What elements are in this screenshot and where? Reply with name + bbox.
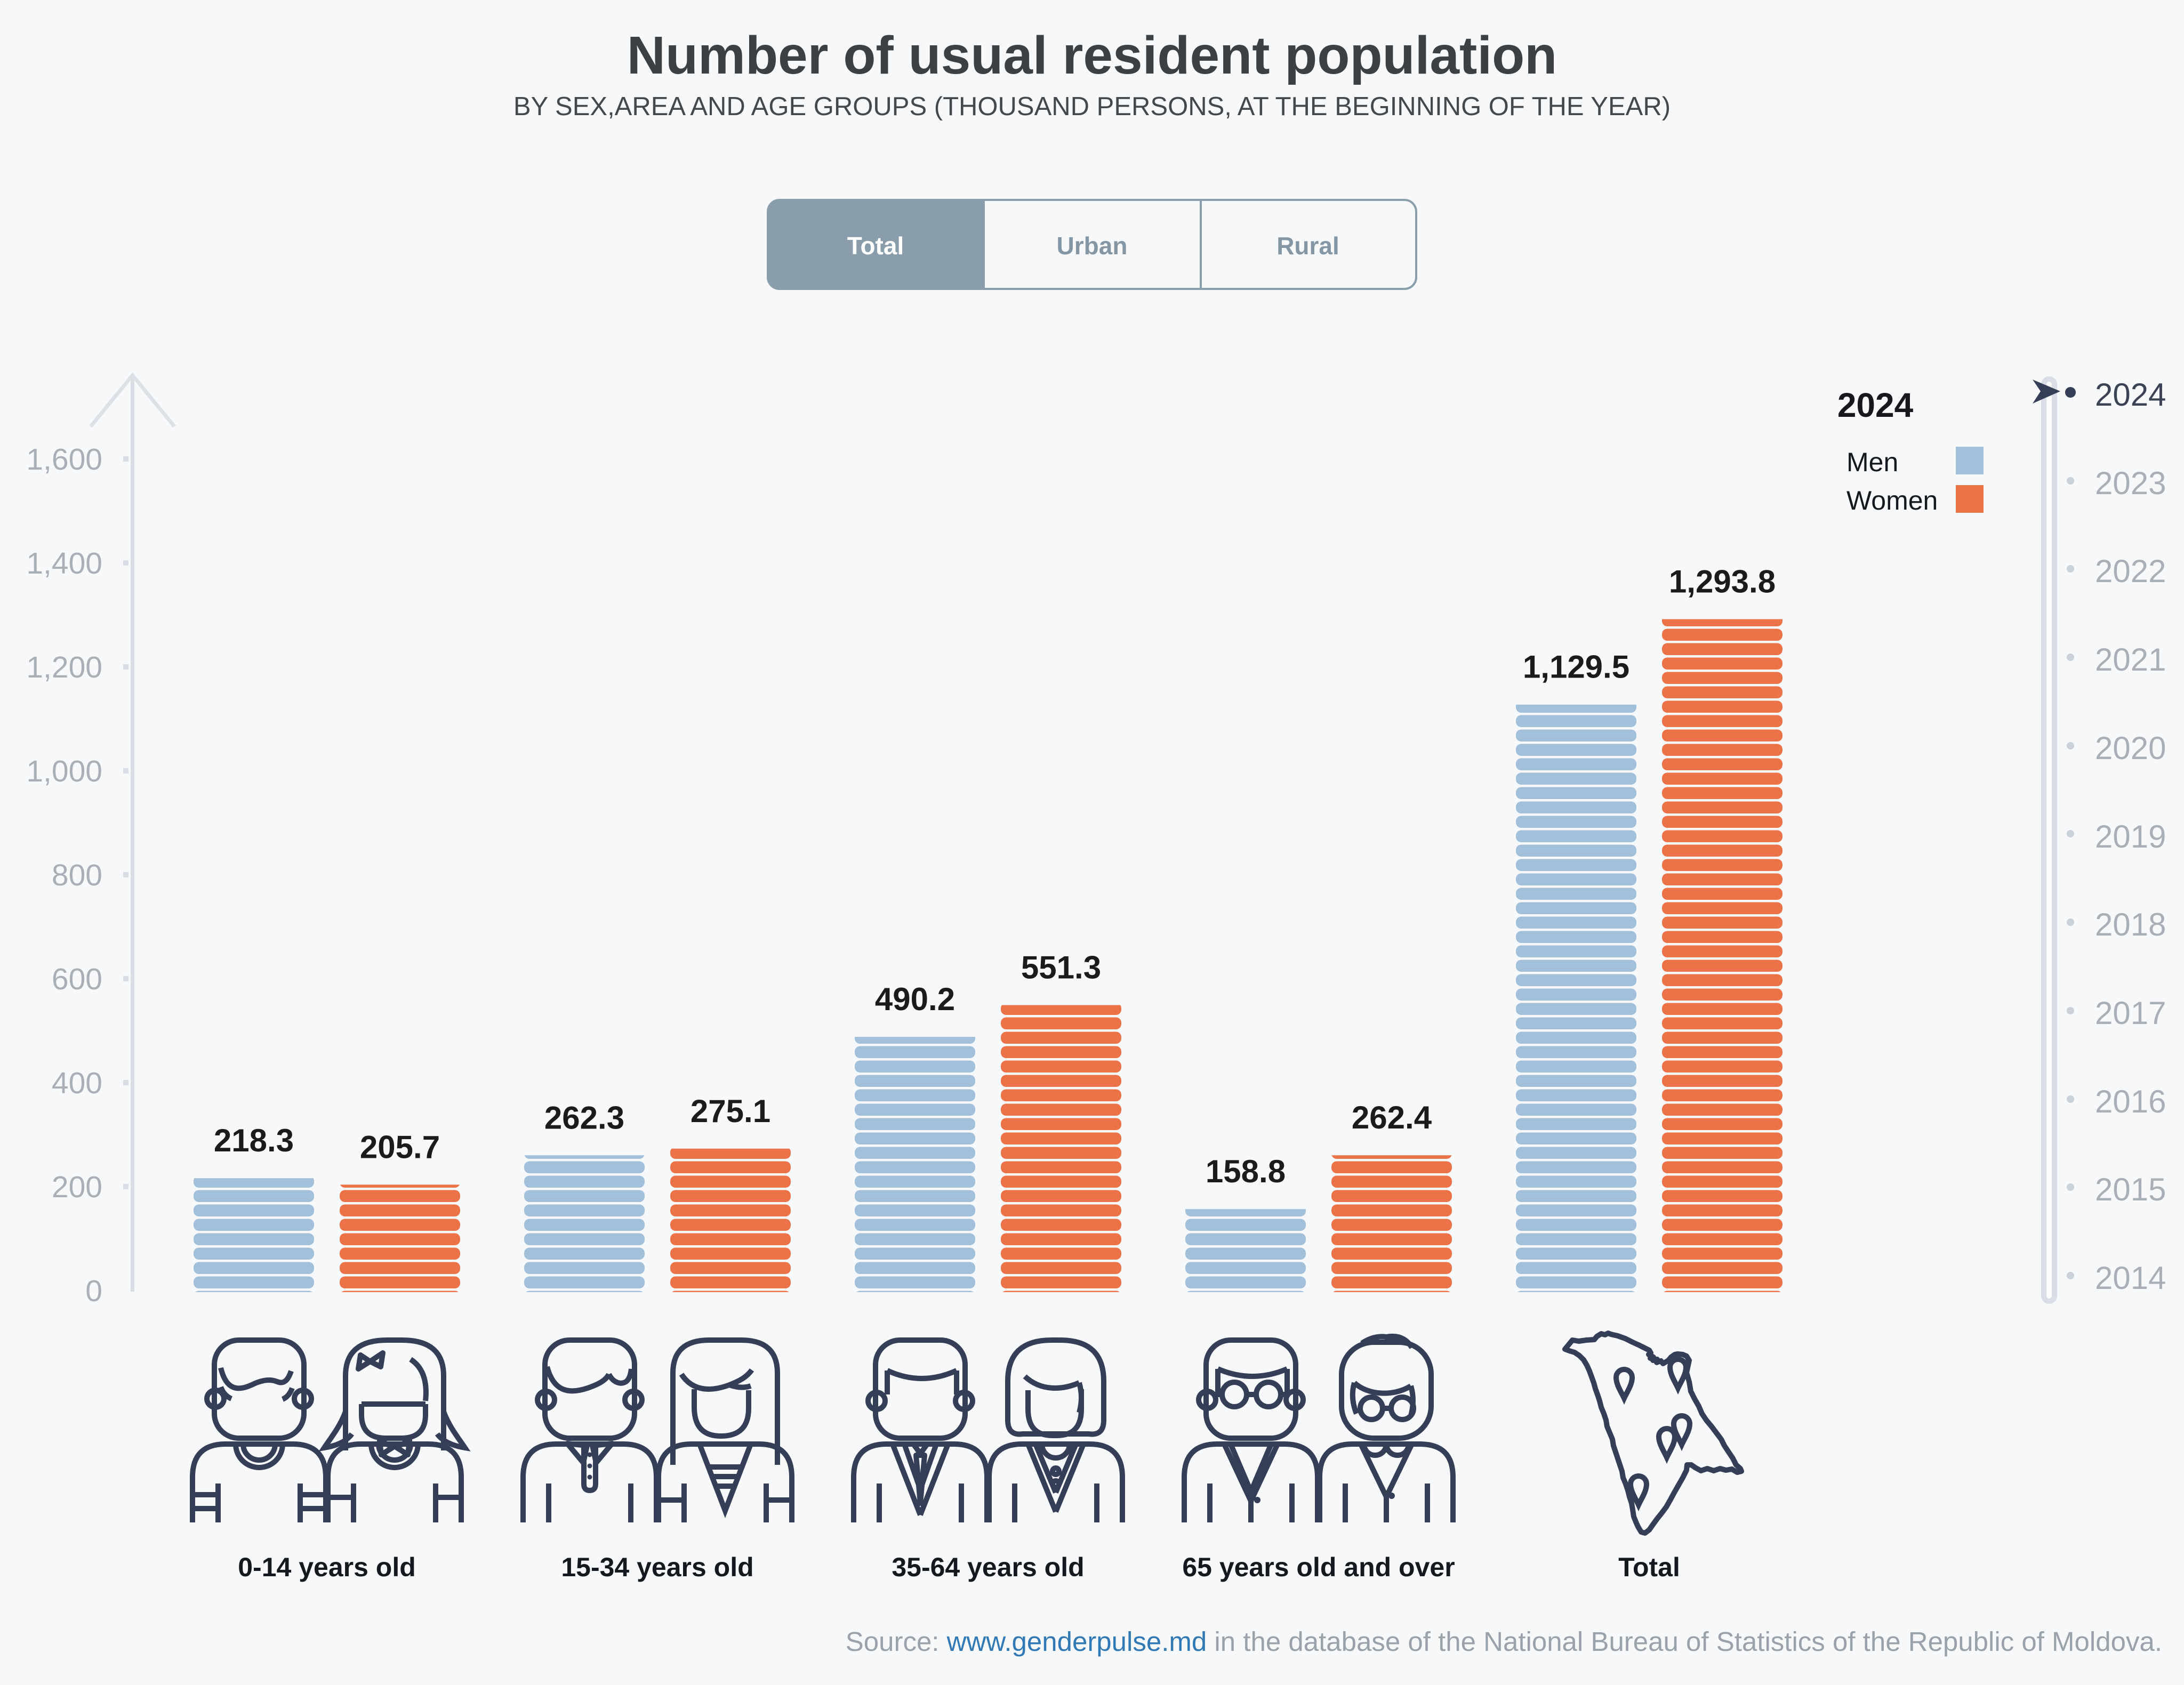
svg-text:35-64 years old: 35-64 years old [892,1552,1084,1582]
svg-text:275.1: 275.1 [690,1093,770,1129]
svg-text:1,400: 1,400 [26,546,102,581]
svg-text:2021: 2021 [2095,642,2166,678]
svg-text:2017: 2017 [2095,995,2166,1031]
svg-text:Men: Men [1846,447,1898,477]
svg-text:200: 200 [52,1170,102,1204]
svg-text:65 years old and over: 65 years old and over [1182,1552,1455,1582]
svg-text:2024: 2024 [1837,386,1914,424]
svg-text:0-14 years old: 0-14 years old [238,1552,416,1582]
svg-text:Number of usual resident popul: Number of usual resident population [627,26,1557,85]
svg-text:2014: 2014 [2095,1260,2166,1296]
svg-text:Source: www.genderpulse.md in: Source: www.genderpulse.md in the databa… [846,1626,2162,1657]
svg-text:2024: 2024 [2095,377,2166,413]
svg-text:BY SEX,AREA AND AGE GROUPS (TH: BY SEX,AREA AND AGE GROUPS (THOUSAND PER… [513,92,1671,121]
svg-text:218.3: 218.3 [214,1123,294,1158]
svg-text:Urban: Urban [1057,232,1128,260]
svg-text:1,200: 1,200 [26,650,102,684]
svg-text:Rural: Rural [1276,232,1339,260]
svg-text:2023: 2023 [2095,465,2166,501]
svg-text:2016: 2016 [2095,1084,2166,1119]
svg-text:0: 0 [85,1274,102,1308]
svg-text:1,129.5: 1,129.5 [1523,649,1629,685]
svg-text:2022: 2022 [2095,553,2166,589]
svg-text:1,293.8: 1,293.8 [1669,564,1776,600]
svg-text:158.8: 158.8 [1206,1154,1286,1189]
svg-text:2020: 2020 [2095,730,2166,766]
svg-text:1,600: 1,600 [26,442,102,477]
svg-text:2015: 2015 [2095,1172,2166,1207]
svg-text:2019: 2019 [2095,819,2166,854]
svg-text:262.4: 262.4 [1352,1100,1432,1135]
svg-text:551.3: 551.3 [1021,950,1101,986]
svg-text:Women: Women [1846,486,1938,515]
svg-text:800: 800 [52,858,102,892]
svg-text:600: 600 [52,962,102,996]
svg-text:205.7: 205.7 [360,1129,440,1165]
svg-text:2018: 2018 [2095,907,2166,942]
svg-text:262.3: 262.3 [544,1100,624,1135]
svg-text:Total: Total [1618,1552,1680,1582]
svg-text:15-34 years old: 15-34 years old [561,1552,753,1582]
svg-text:490.2: 490.2 [875,981,955,1017]
svg-text:1,000: 1,000 [26,754,102,788]
svg-text:Total: Total [847,232,904,260]
svg-text:400: 400 [52,1066,102,1100]
